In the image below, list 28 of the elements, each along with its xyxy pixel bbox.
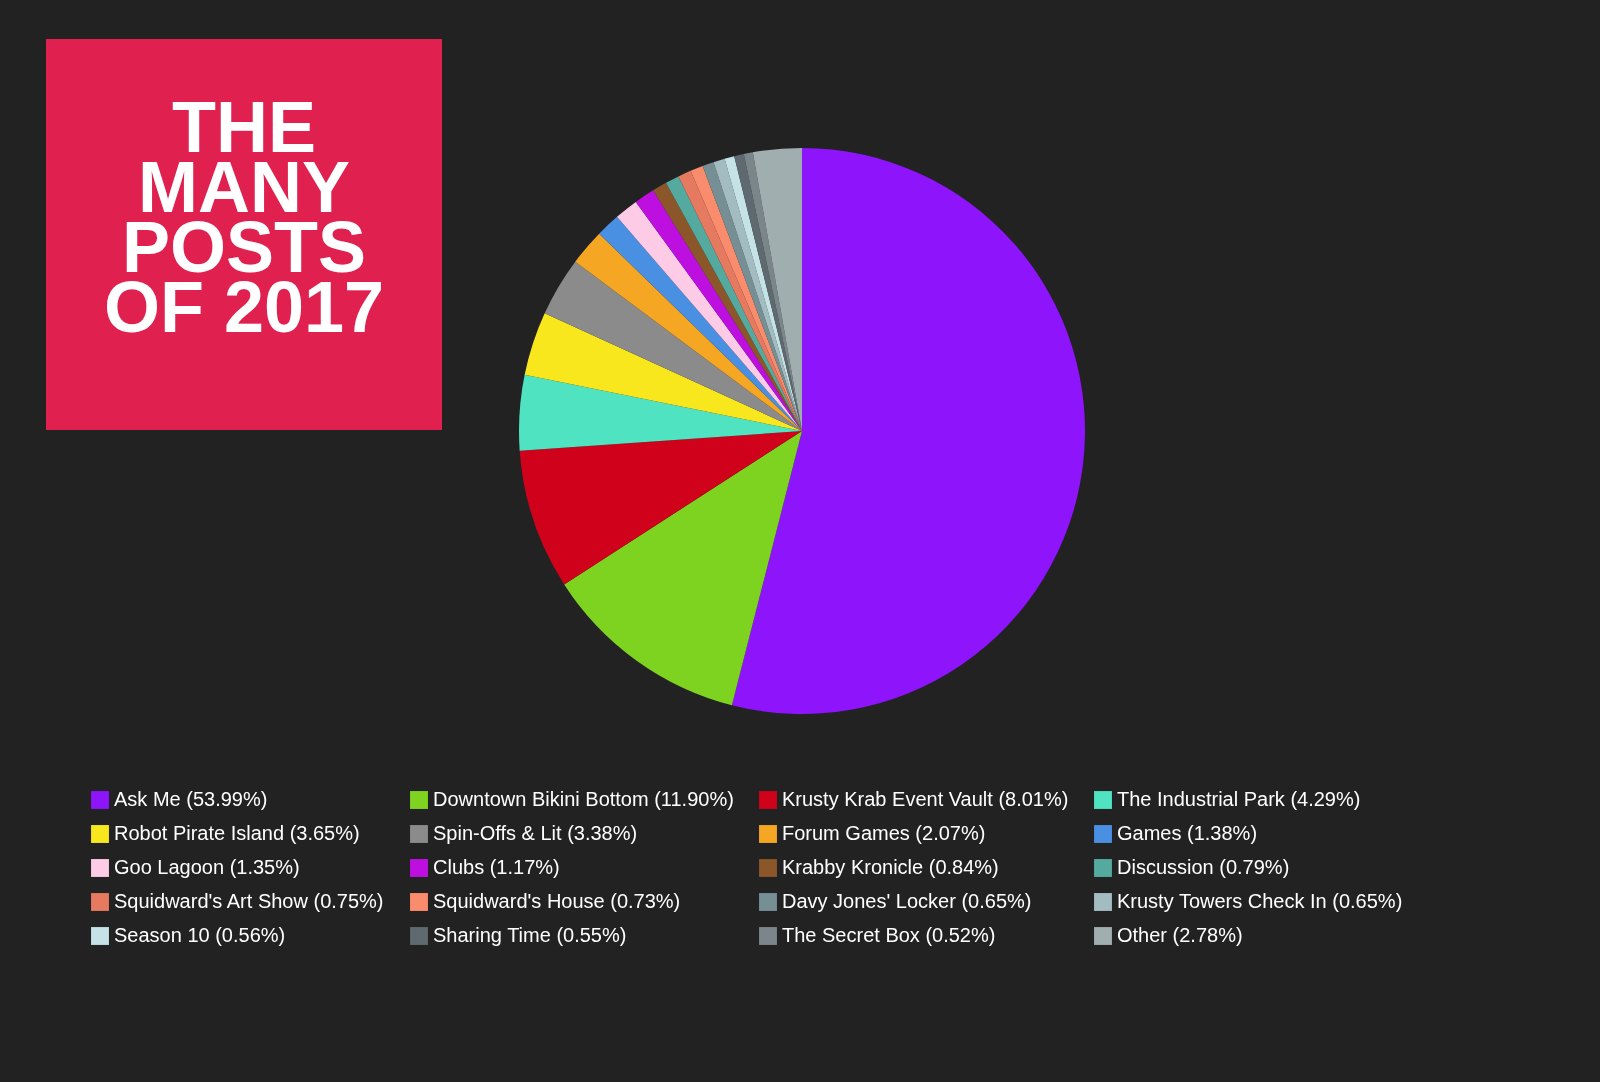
legend-label: Robot Pirate Island (3.65%) xyxy=(114,822,360,844)
pie-slice xyxy=(564,431,802,706)
legend-label: Downtown Bikini Bottom (11.90%) xyxy=(433,788,734,810)
legend-label: Ask Me (53.99%) xyxy=(114,788,268,810)
pie-slice xyxy=(731,148,1085,714)
legend-label: Squidward's House (0.73%) xyxy=(433,890,681,912)
legend-label: Other (2.78%) xyxy=(1117,924,1243,946)
pie-slice xyxy=(519,431,802,585)
legend-label: Forum Games (2.07%) xyxy=(782,822,986,844)
legend-label: Davy Jones' Locker (0.65%) xyxy=(782,890,1032,912)
legend-label: Krusty Krab Event Vault (8.01%) xyxy=(782,788,1069,810)
legend-label: Games (1.38%) xyxy=(1117,822,1258,844)
legend-label: Goo Lagoon (1.35%) xyxy=(114,856,300,878)
legend-label: The Industrial Park (4.29%) xyxy=(1117,788,1361,810)
legend-label: Season 10 (0.56%) xyxy=(114,924,286,946)
pie-slice xyxy=(524,313,802,431)
legend-label: Krusty Towers Check In (0.65%) xyxy=(1117,890,1403,912)
pie-slice xyxy=(519,374,802,451)
legend-label: Squidward's Art Show (0.75%) xyxy=(114,890,384,912)
legend-label: Discussion (0.79%) xyxy=(1117,856,1290,878)
chart-title: THE MANY POSTS OF 2017 xyxy=(103,87,385,347)
pie-slice xyxy=(752,148,802,431)
legend-label: Sharing Time (0.55%) xyxy=(433,924,627,946)
legend-label: The Secret Box (0.52%) xyxy=(782,924,996,946)
legend-label: Spin-Offs & Lit (3.38%) xyxy=(433,822,638,844)
legend-label: Clubs (1.17%) xyxy=(433,856,560,878)
legend-label: Krabby Kronicle (0.84%) xyxy=(782,856,999,878)
pie-slice xyxy=(544,261,802,431)
